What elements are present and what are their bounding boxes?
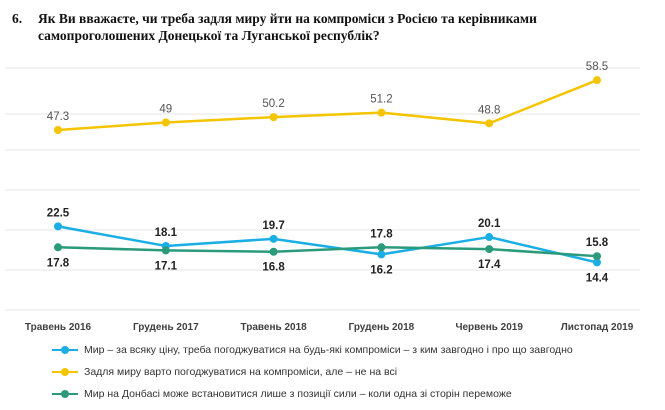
data-label: 22.5	[47, 207, 70, 219]
data-label: 17.1	[155, 260, 178, 272]
x-tick-label: Грудень 2018	[349, 322, 415, 333]
data-point	[161, 118, 170, 127]
legend-marker	[52, 367, 78, 377]
data-label: 16.8	[262, 262, 285, 274]
data-label: 50.2	[262, 98, 284, 110]
data-label: 19.7	[262, 220, 284, 232]
series-line	[57, 225, 598, 264]
legend-marker	[52, 389, 78, 399]
data-point	[54, 222, 62, 231]
data-label: 49	[159, 103, 172, 115]
data-point	[269, 234, 278, 243]
data-label: 47.3	[47, 111, 69, 123]
data-point	[485, 119, 494, 128]
data-label: 51.2	[370, 94, 392, 106]
data-label: 58.5	[586, 61, 608, 73]
data-point	[485, 245, 494, 254]
line-chart: Травень 2016 Грудень 2017 Травень 2018 Груд…	[5, 61, 640, 333]
data-point	[54, 126, 62, 135]
data-point	[377, 250, 386, 259]
legend-marker	[52, 345, 78, 355]
data-point	[269, 247, 278, 256]
data-label: 17.8	[370, 228, 393, 240]
legend-label: Мир на Донбасі може встановитися лише з …	[84, 388, 512, 400]
data-point	[269, 113, 278, 122]
data-label: 17.4	[478, 259, 501, 271]
data-point	[54, 243, 62, 252]
data-point	[377, 243, 386, 252]
x-tick-label: Червень 2019	[455, 322, 523, 333]
x-tick-label: Грудень 2017	[133, 322, 199, 333]
data-point	[485, 233, 494, 242]
question-line-1: Як Ви вважаєте, чи треба задля миру йти …	[38, 11, 537, 26]
series-line	[57, 79, 598, 132]
data-label: 16.2	[370, 264, 392, 276]
data-point	[161, 246, 170, 255]
data-label: 17.8	[47, 257, 70, 269]
question-title: 6. Як Ви вважаєте, чи треба задля миру йт…	[12, 10, 652, 44]
question-line-2: самопроголошених Донецької та Луганської…	[38, 28, 380, 43]
legend-label: Задля миру варто погоджуватися на компро…	[84, 366, 398, 378]
data-label: 15.8	[586, 237, 609, 249]
x-tick-label: Травень 2018	[241, 322, 308, 333]
data-point	[593, 76, 601, 85]
x-tick-label: Листопад 2019	[561, 322, 634, 333]
data-point	[593, 252, 601, 261]
data-point	[377, 108, 386, 117]
legend-label: Мир – за всяку ціну, треба погоджуватися…	[84, 344, 573, 356]
data-label: 48.8	[478, 104, 500, 116]
data-label: 18.1	[155, 227, 178, 239]
series-line	[57, 246, 598, 258]
data-point	[593, 258, 601, 267]
data-label: 14.4	[586, 272, 609, 284]
x-tick-label: Травень 2016	[25, 322, 92, 333]
question-number: 6.	[12, 11, 23, 26]
data-label: 20.1	[478, 218, 501, 230]
